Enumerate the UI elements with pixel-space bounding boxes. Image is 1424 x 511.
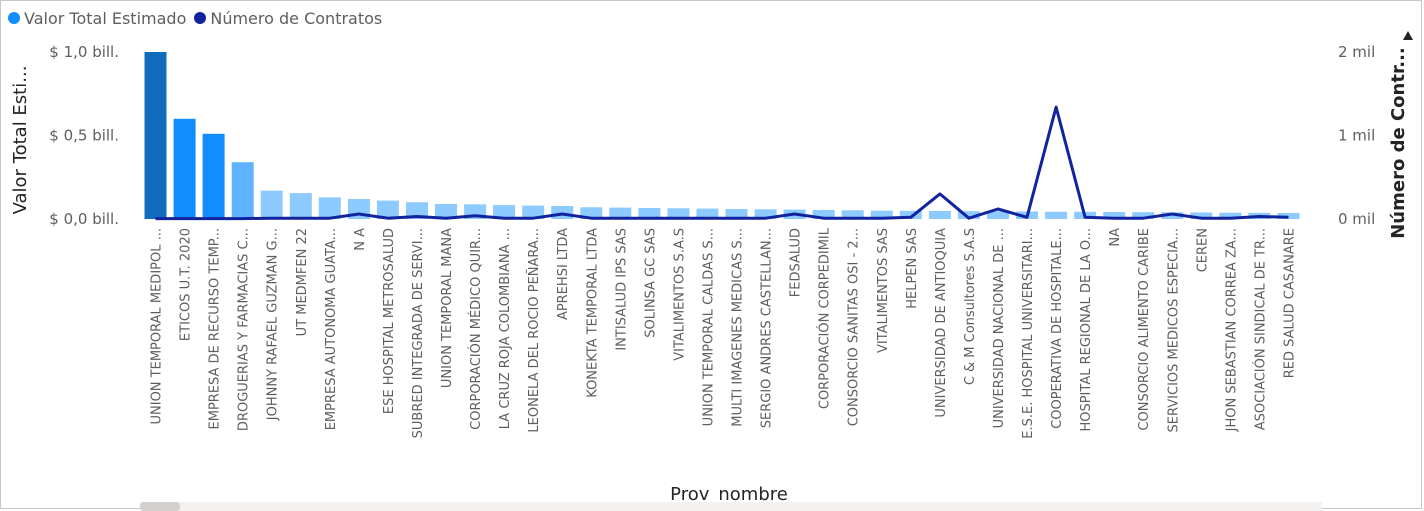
- bar: [987, 211, 1009, 219]
- x-tick-label: SOLINSA GC SAS: [643, 228, 658, 338]
- x-tick-label: UNIVERSIDAD NACIONAL DE ...: [992, 228, 1007, 428]
- y-axis-title: Valor Total Esti...: [10, 66, 31, 215]
- x-tick-label: APREHSI LTDA: [556, 228, 571, 320]
- y2-tick-label: 1 mil: [1338, 127, 1375, 145]
- x-axis-title: Prov_nombre: [670, 484, 788, 505]
- legend-label-numero-contratos: Número de Contratos: [210, 8, 383, 28]
- bar: [260, 190, 283, 219]
- x-tick-label: FEDSALUD: [789, 228, 804, 297]
- x-tick-label: HELPEN SAS: [905, 228, 920, 309]
- x-tick-label: ETICOS U.T. 2020: [179, 228, 194, 341]
- legend: Valor Total Estimado Número de Contratos: [8, 8, 390, 28]
- bar: [667, 208, 690, 219]
- bar: [522, 205, 545, 219]
- x-tick-label: UNION TEMPORAL MEDIPOL ...: [150, 228, 165, 425]
- x-tick-label: C & M Consultores S.A.S: [963, 228, 978, 385]
- bar: [1161, 212, 1184, 219]
- bar: [318, 197, 341, 219]
- x-tick-label: CEREN: [1195, 228, 1210, 272]
- bar: [1190, 212, 1213, 219]
- x-tick-label: EMPRESA DE RECURSO TEMP...: [208, 228, 223, 429]
- x-tick-label: INTISALUD IPS SAS: [614, 228, 629, 351]
- bar: [376, 200, 399, 219]
- x-tick-label: RED SALUD CASANARE: [1283, 228, 1298, 378]
- x-tick-label: JHON SEBASTIAN CORREA ZA...: [1224, 228, 1239, 432]
- x-tick-label: UNION TEMPORAL CALDAS S...: [702, 228, 717, 426]
- legend-item-numero-contratos[interactable]: Número de Contratos: [194, 9, 382, 28]
- bar: [1132, 212, 1155, 219]
- bar: [231, 162, 254, 219]
- x-tick-label: VITALIMENTOS SAS: [876, 228, 891, 353]
- x-tick-label: CONSORCIO ALIMENTO CARIBE: [1137, 228, 1152, 431]
- x-tick-label: MULTI IMAGENES MEDICAS S...: [731, 228, 746, 427]
- bar: [638, 208, 661, 219]
- bar: [580, 207, 603, 219]
- x-tick-label: UNIVERSIDAD DE ANTIOQUIA: [934, 228, 949, 418]
- bar: [1045, 211, 1068, 219]
- bar: [725, 209, 748, 219]
- x-tick-label: UT MEDMFEN 22: [295, 228, 310, 336]
- legend-item-valor-total[interactable]: Valor Total Estimado: [8, 9, 186, 28]
- bar: [173, 118, 196, 219]
- x-tick-label: E.S.E. HOSPITAL UNIVERSITARI...: [1021, 228, 1036, 439]
- x-tick-label: UNION TEMPORAL MANA: [440, 228, 455, 388]
- x-tick-label: CORPORACIÓN CORPEDIMIL: [817, 227, 833, 409]
- x-tick-label: EMPRESA AUTONOMA GUATA...: [324, 228, 339, 430]
- bar: [1103, 212, 1126, 219]
- horizontal-scrollbar[interactable]: [140, 502, 1322, 511]
- bar: [435, 204, 457, 219]
- x-tick-label: LEONELA DEL ROCIO PEÑARA...: [526, 228, 542, 433]
- line-series-numero-contratos: [155, 105, 1289, 221]
- x-tick-label: SERVICIOS MEDICOS ESPECIA...: [1166, 228, 1181, 433]
- bar: [493, 205, 516, 219]
- legend-label-valor-total: Valor Total Estimado: [24, 8, 187, 28]
- bar: [144, 52, 167, 219]
- x-tick-label: KONEKTA TEMPORAL LTDA: [585, 228, 600, 398]
- bar: [754, 209, 777, 219]
- x-tick-label: DROGUERIAS Y FARMACIAS C...: [237, 228, 252, 431]
- legend-marker-numero-contratos: [194, 12, 207, 24]
- bar: [812, 210, 835, 219]
- x-tick-label: CONSORCIO SANITAS OSI - 2...: [847, 228, 862, 426]
- x-tick-label: JOHNNY RAFAEL GUZMAN G...: [266, 228, 281, 421]
- y-tick-label: $ 0,5 bill.: [49, 127, 119, 145]
- scroll-up-arrow-icon[interactable]: [1402, 30, 1414, 42]
- bar: [551, 206, 574, 219]
- bar: [899, 210, 922, 219]
- x-tick-label: NA: [1108, 228, 1123, 247]
- bar: [696, 208, 719, 219]
- scrollbar-thumb[interactable]: [140, 502, 180, 511]
- bar: [406, 202, 428, 219]
- y-tick-label: $ 1,0 bill.: [49, 43, 119, 61]
- bar: [609, 207, 632, 219]
- x-tick-label: ESE HOSPITAL METROSALUD: [382, 228, 397, 414]
- y2-tick-label: 2 mil: [1338, 43, 1375, 61]
- bar: [870, 210, 893, 219]
- x-tick-label: VITALIMENTOS S.A.S: [672, 228, 687, 361]
- bar: [928, 211, 951, 219]
- x-tick-label: SERGIO ANDRES CASTELLAN...: [760, 228, 775, 428]
- legend-marker-valor-total: [8, 12, 20, 24]
- x-tick-label: COOPERATIVA DE HOSPITALE...: [1050, 228, 1065, 429]
- x-tick-label: CORPORACIÓN MÉDICO QUIR...: [468, 228, 484, 430]
- x-tick-label: N A: [353, 228, 368, 251]
- y2-axis-title: Número de Contr...: [1388, 47, 1409, 239]
- bar: [289, 193, 312, 219]
- x-tick-label: LA CRUZ ROJA COLOMBIANA ...: [498, 228, 513, 429]
- x-tick-label: HOSPITAL REGIONAL DE LA O...: [1079, 228, 1094, 432]
- x-tick-label: SUBRED INTEGRADA DE SERVI...: [411, 228, 426, 438]
- y-tick-label: $ 0,0 bill.: [49, 210, 119, 228]
- bar: [957, 211, 980, 219]
- y2-tick-label: 0 mil: [1338, 210, 1375, 228]
- bar: [841, 210, 864, 219]
- bar: [202, 133, 225, 219]
- bar: [1219, 212, 1242, 219]
- x-tick-label: ASOCIACIÓN SINDICAL DE TR...: [1252, 228, 1268, 430]
